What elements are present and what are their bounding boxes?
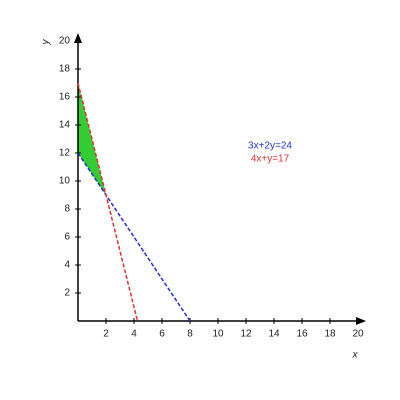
x-tick-label: 6 <box>159 329 165 340</box>
legend-entry: 3x+2y=24 <box>248 141 292 152</box>
y-tick-label: 16 <box>59 92 71 103</box>
constraint-line <box>77 82 139 322</box>
legend-entry: 4x+y=17 <box>251 154 290 165</box>
x-tick-label: 2 <box>103 329 109 340</box>
y-tick-label: 14 <box>59 120 71 131</box>
x-tick-label: 14 <box>268 329 280 340</box>
x-tick-label: 12 <box>240 329 252 340</box>
x-tick-label: 10 <box>212 329 224 340</box>
y-tick-label: 18 <box>59 64 71 75</box>
x-axis-label: x <box>352 350 359 361</box>
y-tick-label: 12 <box>59 148 71 159</box>
x-tick-label: 8 <box>187 329 193 340</box>
x-tick-label: 4 <box>131 329 137 340</box>
constraint-line <box>77 152 191 322</box>
y-tick-label: 2 <box>64 288 70 299</box>
x-tick-label: 20 <box>352 329 364 340</box>
y-tick-label: 8 <box>64 204 70 215</box>
y-tick-label: 20 <box>59 36 71 47</box>
y-axis-label: y <box>41 39 52 46</box>
x-tick-label: 18 <box>324 329 336 340</box>
x-tick-label: 16 <box>296 329 308 340</box>
y-tick-label: 10 <box>59 176 71 187</box>
y-tick-label: 6 <box>64 232 70 243</box>
y-tick-label: 4 <box>64 260 70 271</box>
